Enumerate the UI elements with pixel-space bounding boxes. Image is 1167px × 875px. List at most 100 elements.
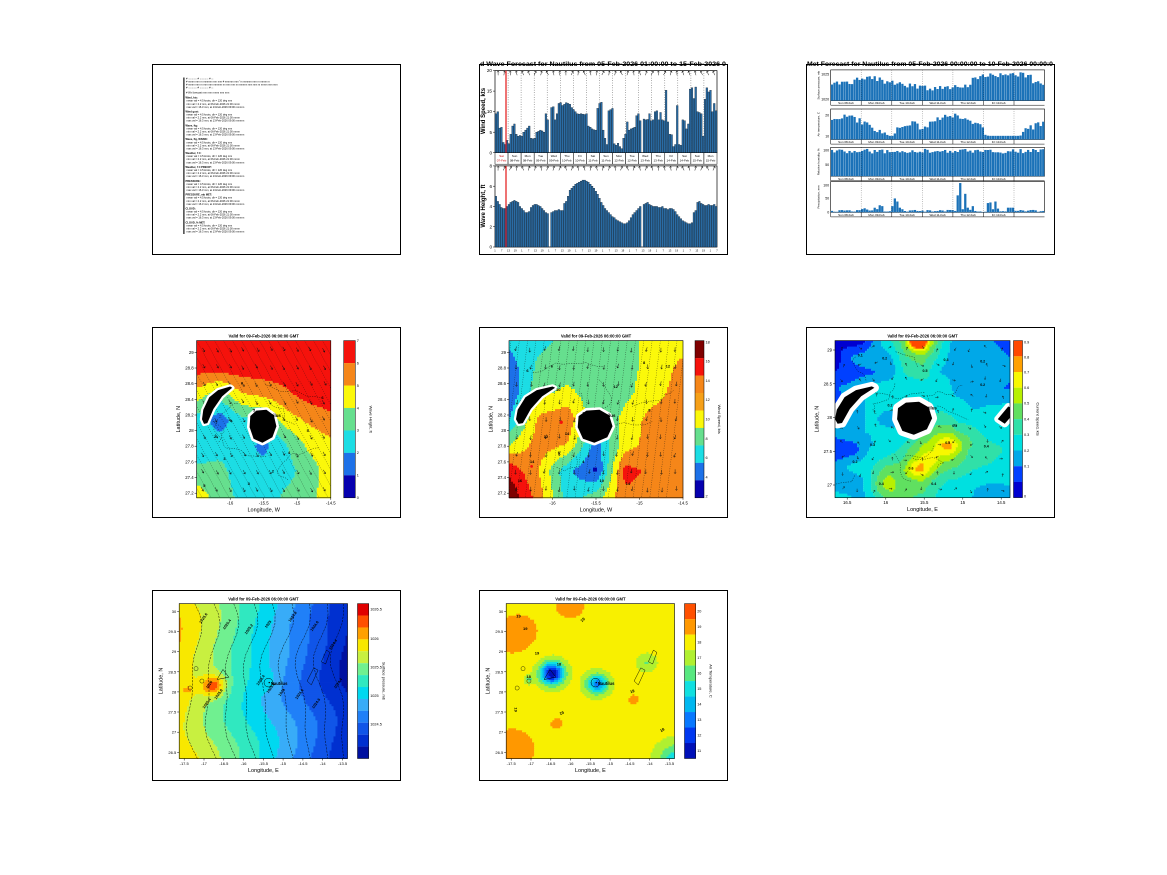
svg-text:1025: 1025 xyxy=(821,73,829,77)
svg-text:4: 4 xyxy=(489,204,492,209)
svg-text:1: 1 xyxy=(357,474,359,478)
svg-text:2: 2 xyxy=(706,495,708,499)
svg-text:-16.5: -16.5 xyxy=(546,761,556,766)
svg-text:5: 5 xyxy=(489,130,492,135)
svg-text:0.4: 0.4 xyxy=(931,482,936,486)
svg-text:0.4: 0.4 xyxy=(879,482,884,486)
svg-text:Mon 09-Feb: Mon 09-Feb xyxy=(868,177,885,181)
svg-text:Mon: Mon xyxy=(616,154,622,158)
svg-text:5: 5 xyxy=(253,407,256,412)
svg-text:Longitude, W: Longitude, W xyxy=(580,507,613,513)
svg-text:Tue 10-Feb: Tue 10-Feb xyxy=(899,140,915,144)
svg-text:100: 100 xyxy=(823,149,829,153)
svg-text:28: 28 xyxy=(827,415,832,420)
svg-text:1024.6: 1024.6 xyxy=(295,688,305,700)
svg-text:15: 15 xyxy=(960,500,965,505)
svg-text:min val = 2.2 mm, at 06-Feb-: min val = 2.2 mm, at 06-Feb-2026 21:00 m… xyxy=(187,143,240,147)
svg-text:Valid for 09-Feb-2026 06:00:00: Valid for 09-Feb-2026 06:00:00 GMT xyxy=(561,334,632,339)
svg-text:0.2: 0.2 xyxy=(1024,449,1029,453)
svg-text:Valid for 09-Feb-2026 06:00:00: Valid for 09-Feb-2026 06:00:00 GMT xyxy=(228,597,299,602)
svg-text:Wave Height, ft: Wave Height, ft xyxy=(368,406,373,434)
svg-text:12-Feb: 12-Feb xyxy=(614,159,624,163)
svg-text:13: 13 xyxy=(615,249,618,253)
svg-text:min val = 2.2 mm, at 06-Feb-: min val = 2.2 mm, at 06-Feb-2026 21:00 m… xyxy=(187,227,240,231)
svg-text:-13.5: -13.5 xyxy=(338,761,348,766)
svg-text:14: 14 xyxy=(626,481,631,486)
svg-text:09-Feb: 09-Feb xyxy=(536,159,546,163)
svg-text:Wed 11-Feb: Wed 11-Feb xyxy=(929,101,946,105)
svg-text:Sun 08-Feb: Sun 08-Feb xyxy=(838,177,854,181)
svg-text:29: 29 xyxy=(827,348,832,353)
svg-text:Thu 12-Feb: Thu 12-Feb xyxy=(960,101,976,105)
svg-text:Nautilus: Nautilus xyxy=(271,681,288,686)
svg-text:18: 18 xyxy=(659,726,666,733)
svg-text:6: 6 xyxy=(321,395,324,400)
svg-text:Sun: Sun xyxy=(603,154,609,158)
svg-text:max val = 16.3 mm, at 13-Feb-2: max val = 16.3 mm, at 13-Feb-2026 09:00 … xyxy=(187,202,245,206)
svg-text:-17: -17 xyxy=(528,761,535,766)
svg-text:20: 20 xyxy=(697,610,701,614)
svg-text:1: 1 xyxy=(575,249,577,253)
svg-text:0.2: 0.2 xyxy=(888,404,893,408)
svg-text:Mon 09-Feb: Mon 09-Feb xyxy=(868,213,885,217)
svg-text:max val = 16.3 mm, at 13-Feb-2: max val = 16.3 mm, at 13-Feb-2026 09:00 … xyxy=(187,133,245,137)
svg-text:10: 10 xyxy=(600,478,605,483)
svg-text:Surface pressure, mb: Surface pressure, mb xyxy=(817,71,821,100)
svg-text:1026.5: 1026.5 xyxy=(370,608,382,612)
svg-text:28: 28 xyxy=(189,428,194,433)
svg-text:Tue 10-Feb: Tue 10-Feb xyxy=(899,177,915,181)
svg-text:Fri 13-Feb: Fri 13-Feb xyxy=(992,101,1006,105)
svg-text:1: 1 xyxy=(521,249,523,253)
svg-text:2: 2 xyxy=(489,224,492,229)
svg-text:1025.6: 1025.6 xyxy=(199,612,209,624)
svg-text:8: 8 xyxy=(643,360,646,365)
svg-text:mean val = 4.5 knots, dir: mean val = 4.5 knots, dir = 120 deg mm xyxy=(187,210,233,214)
svg-text:-15.5: -15.5 xyxy=(591,500,601,505)
svg-text:11-Feb: 11-Feb xyxy=(601,159,611,163)
svg-text:Wed: Wed xyxy=(642,154,648,158)
svg-text:-16: -16 xyxy=(227,500,234,505)
svg-text:# mmm mm m mm mm mmmm m mm mm: # mmm mm m mm mm mmmm m mm mm m mmmm mm … xyxy=(186,83,277,87)
svg-text:-15.5: -15.5 xyxy=(586,761,596,766)
svg-text:14-Feb: 14-Feb xyxy=(680,159,690,163)
svg-text:7: 7 xyxy=(357,339,359,343)
svg-text:Fri 13-Feb: Fri 13-Feb xyxy=(992,213,1006,217)
svg-text:1: 1 xyxy=(548,249,550,253)
svg-text:26.5: 26.5 xyxy=(495,750,504,755)
svg-text:# :::::::::::: # ::: # :::::::::::: # :::::::::::: # ::: xyxy=(186,86,214,90)
svg-text:Wind gust:: Wind gust: xyxy=(186,110,200,114)
svg-text:27.6: 27.6 xyxy=(498,459,507,464)
svg-text:min val = 2.2 mm, at 06-Feb-: min val = 2.2 mm, at 06-Feb-2026 21:00 m… xyxy=(187,185,240,189)
svg-text:0.9: 0.9 xyxy=(1024,341,1029,345)
svg-text:0.4: 0.4 xyxy=(1024,417,1029,421)
svg-text:1024.4: 1024.4 xyxy=(328,638,338,651)
svg-text:13: 13 xyxy=(642,249,645,253)
svg-text:Mon: Mon xyxy=(708,154,714,158)
svg-text:18: 18 xyxy=(526,674,531,679)
svg-text:1024.8: 1024.8 xyxy=(288,611,298,623)
svg-text:12-Feb: 12-Feb xyxy=(627,159,637,163)
svg-text:Wed 11-Feb: Wed 11-Feb xyxy=(929,140,946,144)
svg-text:20: 20 xyxy=(487,68,493,73)
svg-text:Weather, f C PRECIP:: Weather, f C PRECIP: xyxy=(186,165,212,169)
svg-text:max val = 16.3 mm, at 13-Feb-2: max val = 16.3 mm, at 13-Feb-2026 09:00 … xyxy=(187,174,245,178)
svg-text:27.5: 27.5 xyxy=(168,710,177,715)
svg-text:12: 12 xyxy=(706,398,710,402)
svg-text:mean val = 4.5 knots, dir: mean val = 4.5 knots, dir = 120 deg mm xyxy=(187,154,233,158)
svg-text:7: 7 xyxy=(609,249,611,253)
svg-text:Current Speed, kts: Current Speed, kts xyxy=(1036,402,1041,435)
svg-text:16: 16 xyxy=(706,360,710,364)
svg-text:18: 18 xyxy=(557,662,562,667)
svg-text:Thu: Thu xyxy=(656,154,662,158)
svg-text:0: 0 xyxy=(1024,494,1026,498)
svg-text:28.6: 28.6 xyxy=(498,381,507,386)
svg-text:0.2: 0.2 xyxy=(853,460,858,464)
svg-text:0.2: 0.2 xyxy=(882,356,887,360)
svg-text:16.5: 16.5 xyxy=(843,500,852,505)
svg-text:Thu 12-Feb: Thu 12-Feb xyxy=(960,177,976,181)
svg-text:Longitude, E: Longitude, E xyxy=(907,507,938,513)
svg-text:29.5: 29.5 xyxy=(495,629,504,634)
svg-text:10: 10 xyxy=(582,411,587,416)
svg-text:PRESSURE, mb MET:: PRESSURE, mb MET: xyxy=(186,193,213,197)
svg-text:Sat: Sat xyxy=(682,154,687,158)
